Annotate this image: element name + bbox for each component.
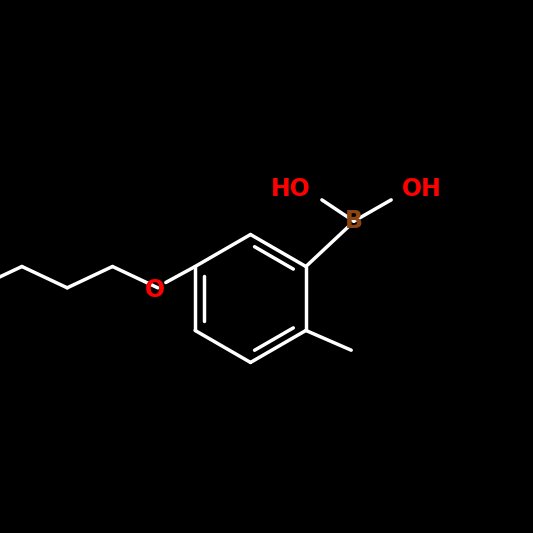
Text: HO: HO (271, 177, 311, 201)
Text: OH: OH (402, 177, 442, 201)
Text: O: O (145, 278, 165, 303)
Text: B: B (345, 209, 363, 233)
